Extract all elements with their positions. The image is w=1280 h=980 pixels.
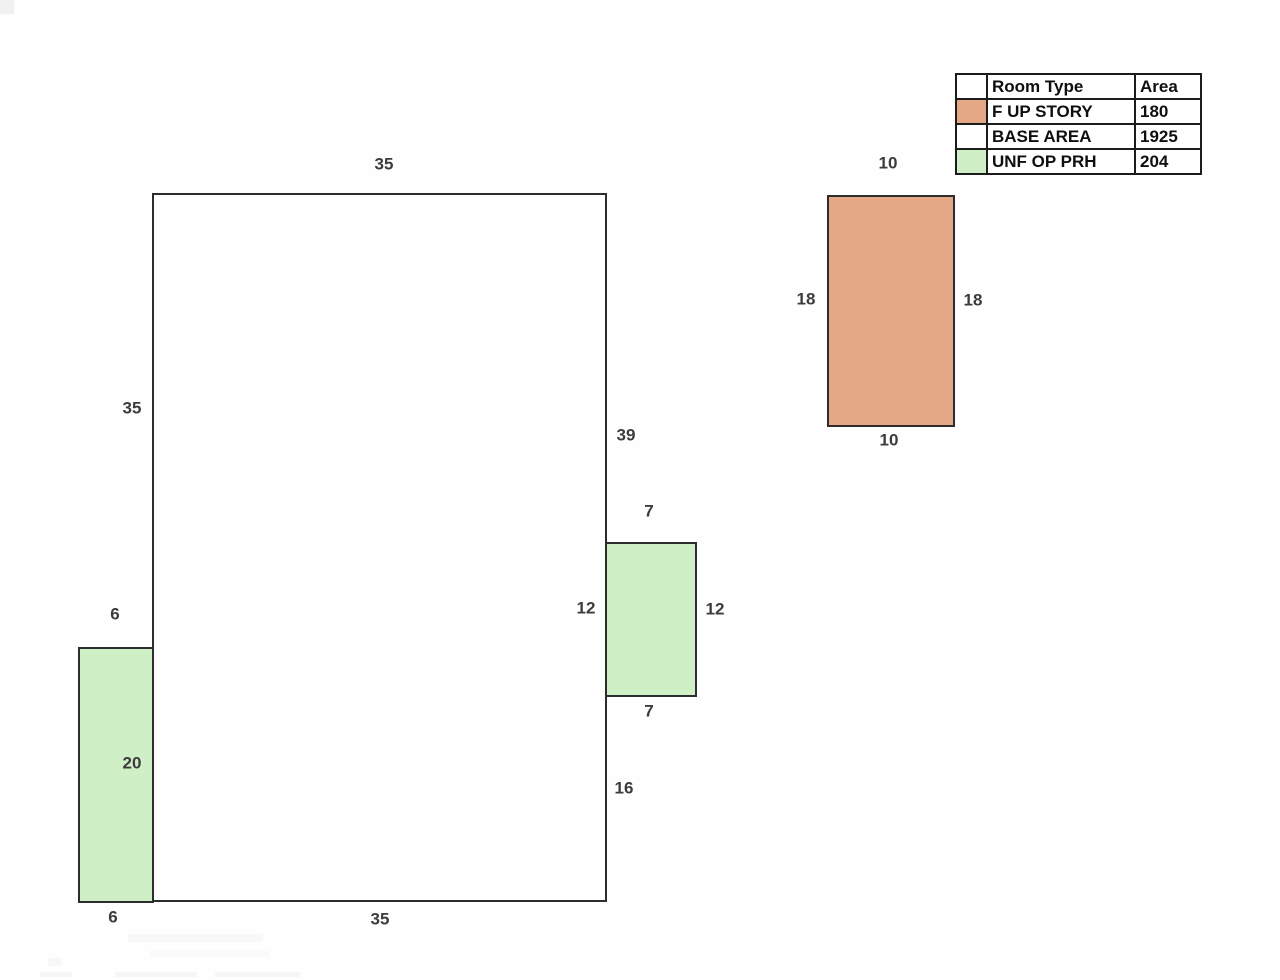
legend-header-room-type: Room Type <box>986 73 1136 100</box>
f-up-story-shape <box>827 195 955 427</box>
legend-label-base-area: BASE AREA <box>986 123 1136 150</box>
legend-table: Room Type Area F UP STORY 180 BASE AREA … <box>955 73 1202 175</box>
unf-op-prh-right-shape <box>605 542 697 697</box>
dim-left-porch-middle: 20 <box>122 753 142 773</box>
legend-swatch-f-up-story <box>955 98 988 125</box>
dim-upper-story-bottom: 10 <box>879 430 899 450</box>
scan-artifact <box>0 0 14 14</box>
legend-header-row: Room Type Area <box>955 73 1202 100</box>
dim-left-porch-top: 6 <box>110 604 120 624</box>
legend-swatch-base-area <box>955 123 988 150</box>
legend-row-unf-op-prh: UNF OP PRH 204 <box>955 148 1202 175</box>
dim-right-porch-left: 12 <box>576 598 596 618</box>
scan-artifact <box>128 934 263 942</box>
dim-upper-story-right: 18 <box>963 290 983 310</box>
legend-row-base-area: BASE AREA 1925 <box>955 123 1202 150</box>
scan-artifact <box>40 972 72 977</box>
legend-area-base-area: 1925 <box>1134 123 1202 150</box>
dim-base-left: 35 <box>122 398 142 418</box>
scan-artifact <box>48 958 62 966</box>
scan-artifact <box>115 972 197 977</box>
legend-label-f-up-story: F UP STORY <box>986 98 1136 125</box>
dim-upper-story-left: 18 <box>796 289 816 309</box>
dim-base-right-upper: 39 <box>616 425 636 445</box>
legend-area-f-up-story: 180 <box>1134 98 1202 125</box>
dim-left-porch-bottom: 6 <box>108 907 118 927</box>
dim-right-porch-bottom: 7 <box>644 701 654 721</box>
dim-base-top: 35 <box>374 154 394 174</box>
base-area-shape <box>152 193 607 902</box>
unf-op-prh-left-shape <box>78 647 154 903</box>
legend-label-unf-op-prh: UNF OP PRH <box>986 148 1136 175</box>
dim-base-bottom: 35 <box>370 909 390 929</box>
scan-artifact <box>215 972 300 977</box>
legend-row-f-up-story: F UP STORY 180 <box>955 98 1202 125</box>
legend-area-unf-op-prh: 204 <box>1134 148 1202 175</box>
dim-base-right-lower: 16 <box>614 778 634 798</box>
legend-swatch-unf-op-prh <box>955 148 988 175</box>
dim-right-porch-top: 7 <box>644 501 654 521</box>
legend-header-area: Area <box>1134 73 1202 100</box>
dim-right-porch-right: 12 <box>705 599 725 619</box>
legend-header-swatch <box>955 73 988 100</box>
scan-artifact <box>150 951 270 957</box>
dim-upper-story-top: 10 <box>878 153 898 173</box>
